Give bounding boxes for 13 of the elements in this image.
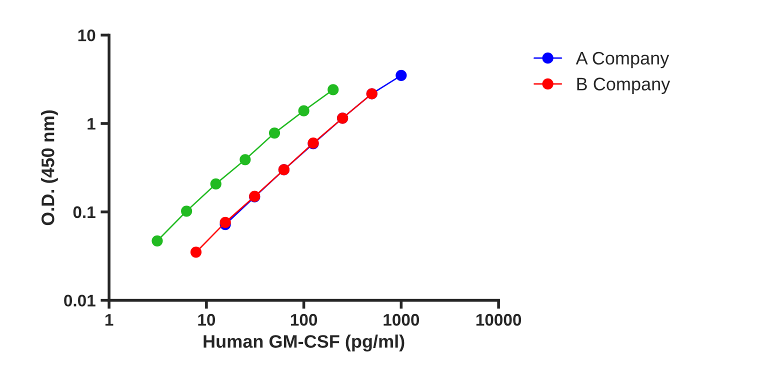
y-tick-label: 0.1 (73, 206, 96, 218)
x-tick-label: 10000 (476, 314, 522, 326)
y-tick-label: 1 (88, 118, 96, 130)
y-tick-label: 10 (78, 30, 96, 42)
x-tick-label: 100 (290, 314, 318, 326)
y-axis-title: O.D. (450 nm) (41, 110, 58, 226)
y-tick-label: 0.01 (64, 294, 96, 307)
legend-label: B Company (577, 78, 670, 94)
legend-label: A Company (576, 52, 670, 68)
x-tick-label: 1000 (384, 314, 420, 326)
x-axis-title: Human GM-CSF (pg/ml) (204, 334, 404, 352)
x-tick-label: 10 (198, 314, 216, 326)
x-tick-label: 1 (105, 314, 114, 326)
